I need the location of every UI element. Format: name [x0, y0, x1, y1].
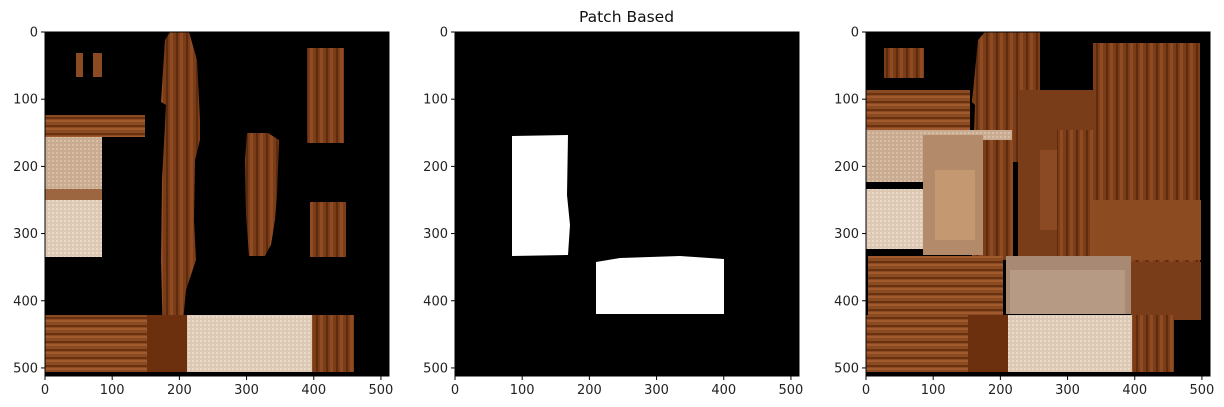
x-tick-label: 400	[301, 383, 326, 398]
y-tick-label: 400	[423, 294, 448, 309]
x-tick-label: 300	[644, 383, 669, 398]
y-tick-label: 100	[423, 93, 448, 108]
y-tick-label: 200	[834, 160, 859, 175]
y-axis: 0 100 200 300 400 500	[834, 26, 866, 376]
mask-region-bottom	[596, 256, 724, 314]
x-tick-label: 100	[100, 383, 125, 398]
y-tick-label: 100	[834, 93, 859, 108]
x-tick-label: 500	[1190, 383, 1215, 398]
texture-patches	[45, 32, 354, 372]
y-tick-label: 400	[13, 294, 38, 309]
y-tick-label: 300	[834, 227, 859, 242]
panel-inpainted-texture: 0 100 200 300 400 500 0 100 200 300 400 500	[834, 26, 1214, 399]
x-tick-label: 500	[779, 383, 804, 398]
axes-frame	[454, 31, 800, 377]
y-tick-label: 500	[834, 361, 859, 376]
y-tick-label: 400	[834, 294, 859, 309]
panel-original-texture: 0 100 200 300 400 500 0 100 200 300 400 500	[13, 26, 393, 399]
texture-patches	[866, 32, 1201, 372]
x-tick-label: 300	[1055, 383, 1080, 398]
y-tick-label: 0	[851, 26, 859, 41]
y-tick-label: 300	[13, 227, 38, 242]
axes-frame	[865, 31, 1211, 377]
y-axis: 0 100 200 300 400 500	[423, 26, 455, 376]
y-axis: 0 100 200 300 400 500	[13, 26, 45, 376]
axes-frame	[44, 31, 390, 377]
x-axis: 0 100 200 300 400 500	[41, 376, 393, 398]
x-tick-label: 400	[1122, 383, 1147, 398]
y-tick-label: 0	[440, 26, 448, 41]
x-tick-label: 400	[711, 383, 736, 398]
x-axis: 0 100 200 300 400 500	[451, 376, 803, 398]
panel-mask: Patch Based 0 100 200 300 400 500 0 100 200 300 4…	[423, 8, 803, 398]
x-tick-label: 0	[862, 383, 870, 398]
y-tick-label: 0	[30, 26, 38, 41]
x-tick-label: 200	[167, 383, 192, 398]
y-tick-label: 200	[423, 160, 448, 175]
x-tick-label: 200	[577, 383, 602, 398]
x-tick-label: 200	[988, 383, 1013, 398]
x-axis: 0 100 200 300 400 500	[862, 376, 1214, 398]
y-tick-label: 500	[13, 361, 38, 376]
x-tick-label: 100	[510, 383, 535, 398]
x-tick-label: 500	[369, 383, 394, 398]
y-tick-label: 500	[423, 361, 448, 376]
x-tick-label: 100	[921, 383, 946, 398]
chart-title: Patch Based	[579, 8, 674, 26]
y-tick-label: 100	[13, 93, 38, 108]
mask-region-left	[512, 135, 570, 256]
x-tick-label: 0	[451, 383, 459, 398]
y-tick-label: 200	[13, 160, 38, 175]
y-tick-label: 300	[423, 227, 448, 242]
x-tick-label: 300	[234, 383, 259, 398]
x-tick-label: 0	[41, 383, 49, 398]
image-background	[455, 32, 799, 376]
